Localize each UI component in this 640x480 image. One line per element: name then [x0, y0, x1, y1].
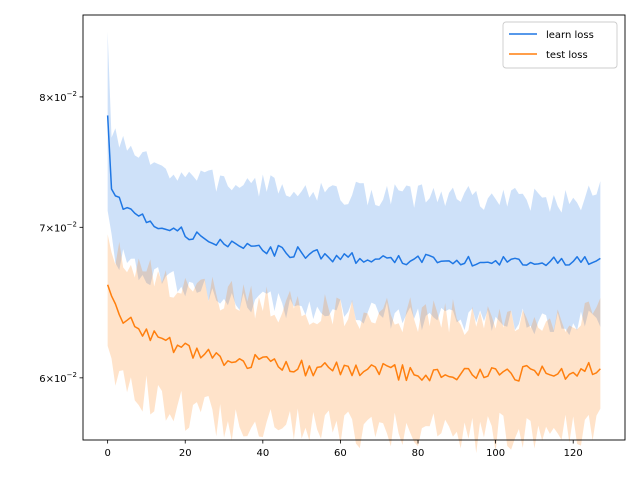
- confidence-bands: [107, 31, 601, 454]
- x-tick-label: 40: [256, 448, 269, 459]
- y-axis: 6×10−2 7×10−2 8×10−2: [39, 90, 83, 385]
- x-tick-label: 80: [412, 448, 425, 459]
- series-lines: [106, 115, 601, 382]
- x-tick-label: 100: [486, 448, 505, 459]
- x-tick-label: 60: [334, 448, 347, 459]
- test-loss-band: [107, 234, 601, 454]
- x-tick-label: 120: [564, 448, 583, 459]
- learn-loss-line: [106, 115, 601, 267]
- learn-loss-band: [107, 31, 601, 336]
- y-tick-label: 8×10−2: [39, 90, 77, 104]
- x-tick-label: 20: [179, 448, 192, 459]
- x-tick-label: 0: [104, 448, 110, 459]
- y-tick-label: 7×10−2: [39, 220, 77, 234]
- test-loss-line: [106, 284, 601, 382]
- x-axis: 0 20 40 60 80 100 120: [104, 440, 583, 459]
- y-tick-label: 6×10−2: [39, 371, 77, 385]
- learn-loss-legend-label: learn loss: [546, 30, 594, 41]
- legend: learn loss test loss: [502, 21, 618, 69]
- legend-box: [502, 21, 618, 69]
- test-loss-legend-label: test loss: [546, 50, 588, 61]
